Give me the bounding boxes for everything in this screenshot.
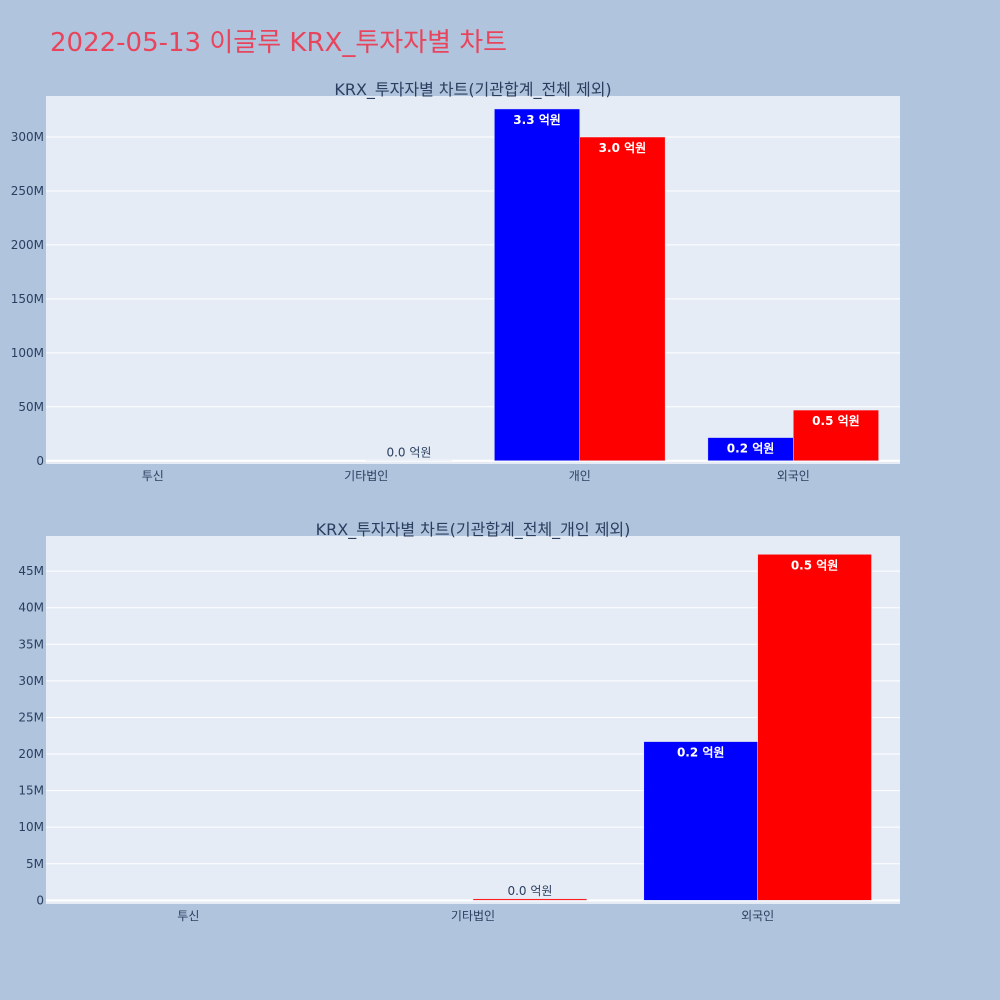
y-tick-label: 200M [11, 238, 44, 252]
data-label: 0.2 억원 [727, 442, 775, 456]
y-tick-label: 0 [36, 454, 44, 468]
x-tick-labels: 투신 기타법인 개인 외국인 [142, 469, 810, 483]
x-tick-label: 개인 [569, 469, 591, 483]
y-tick-label: 45M [18, 564, 44, 578]
data-label: 3.0 억원 [599, 141, 647, 155]
y-tick-labels: 0 5M 10M 15M 20M 25M 30M 35M 40M 45M [18, 564, 44, 907]
data-label: 0.5 억원 [812, 414, 860, 428]
chart-top: 0 50M 100M 150M 200M 250M 300M 투신 기타법인 개인 외국인 0.0… [11, 80, 900, 483]
y-tick-label: 40M [18, 601, 44, 615]
bar [643, 741, 758, 901]
y-tick-label: 10M [18, 820, 44, 834]
y-tick-label: 150M [11, 292, 44, 306]
bar [793, 409, 879, 462]
x-tick-label: 외국인 [777, 469, 810, 483]
bar [757, 554, 872, 901]
y-tick-label: 250M [11, 184, 44, 198]
y-tick-label: 20M [18, 747, 44, 761]
data-labels: 0.0 억원 3.3 억원 3.0 억원 0.2 억원 0.5 억원 [386, 113, 859, 460]
chart-bottom: 0 5M 10M 15M 20M 25M 30M 35M 40M 45M 투신 기타법인 외국인 0.… [18, 520, 900, 923]
data-label: 0.2 억원 [677, 746, 725, 760]
bar [494, 108, 581, 462]
y-tick-label: 35M [18, 637, 44, 651]
y-tick-label: 100M [11, 346, 44, 360]
y-tick-label: 0 [36, 893, 44, 907]
data-label: 0.0 억원 [507, 884, 552, 898]
chart-title: KRX_투자자별 차트(기관합계_전체_개인 제외) [316, 520, 631, 540]
bar [579, 136, 666, 462]
x-tick-label: 기타법인 [451, 909, 495, 923]
x-tick-labels: 투신 기타법인 외국인 [177, 909, 774, 923]
page-title: 2022-05-13 이글루 KRX_투자자별 차트 [50, 28, 508, 58]
y-tick-label: 25M [18, 710, 44, 724]
chart-title: KRX_투자자별 차트(기관합계_전체 제외) [334, 80, 611, 100]
y-tick-labels: 0 50M 100M 150M 200M 250M 300M [11, 130, 44, 468]
plot-area [46, 96, 900, 464]
y-tick-label: 50M [18, 400, 44, 414]
x-tick-label: 외국인 [741, 909, 774, 923]
y-tick-label: 300M [11, 130, 44, 144]
bars [366, 108, 879, 462]
x-tick-label: 기타법인 [344, 469, 388, 483]
data-label: 0.0 억원 [386, 446, 431, 460]
data-label: 0.5 억원 [791, 558, 839, 572]
x-tick-label: 투신 [142, 469, 164, 483]
x-tick-label: 투신 [177, 909, 199, 923]
data-label: 3.3 억원 [513, 113, 561, 127]
bars [472, 554, 872, 901]
bar [472, 898, 588, 901]
y-tick-label: 5M [26, 857, 44, 871]
y-tick-label: 30M [18, 674, 44, 688]
data-labels: 0.0 억원 0.2 억원 0.5 억원 [507, 558, 838, 898]
y-tick-label: 15M [18, 784, 44, 798]
